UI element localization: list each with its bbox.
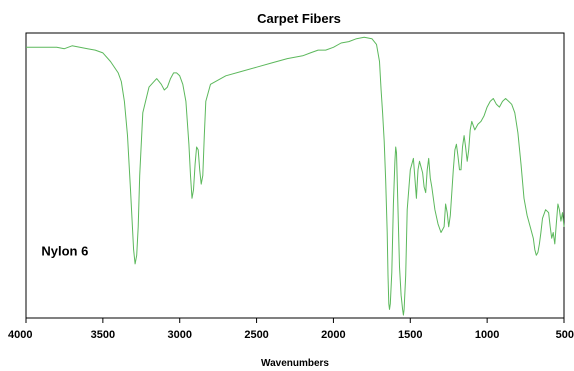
x-tick-label: 3500 — [91, 329, 115, 341]
plot-area-frame — [25, 32, 565, 319]
x-tick-label: 2000 — [321, 329, 345, 341]
spectrum-line — [26, 36, 565, 316]
x-tick-label: 4000 — [8, 329, 32, 341]
x-tick-label: 3000 — [167, 329, 191, 341]
x-tick-label: 500 — [556, 329, 574, 341]
x-tick-label: 1500 — [398, 329, 422, 341]
chart-title: Carpet Fibers — [257, 11, 341, 26]
x-tick-label: 2500 — [244, 329, 268, 341]
x-axis-label: Wavenumbers — [261, 358, 329, 369]
annotation-nylon-6: Nylon 6 — [41, 243, 88, 258]
x-axis-ticks: 4000 3500 3000 2500 2000 1500 1000 500 — [8, 318, 574, 341]
x-tick-label: 1000 — [475, 329, 499, 341]
